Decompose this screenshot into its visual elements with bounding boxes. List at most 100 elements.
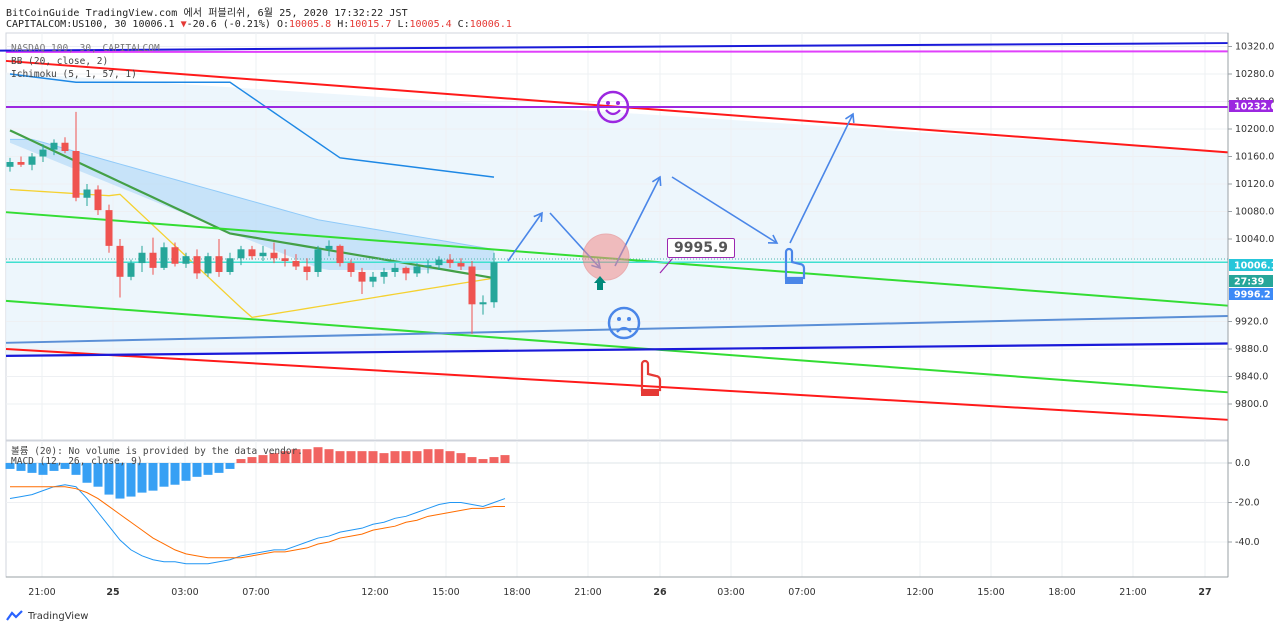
publish-info: BitCoinGuide TradingView.com 에서 퍼블리쉬, 6월… bbox=[6, 4, 408, 19]
macd-histogram-bar bbox=[423, 449, 433, 463]
face-eye bbox=[617, 317, 621, 321]
candle-body bbox=[281, 258, 289, 261]
macd-histogram-bar bbox=[302, 449, 312, 463]
time-tick-label: 18:00 bbox=[503, 587, 530, 598]
macd-line bbox=[9, 484, 506, 565]
blue-trend-line bbox=[5, 342, 1229, 357]
pointing-hand-icon-red bbox=[640, 359, 662, 396]
candle-body bbox=[446, 259, 454, 264]
candle-body bbox=[50, 142, 58, 150]
candle-body bbox=[314, 249, 322, 272]
time-tick-label: 18:00 bbox=[1048, 587, 1075, 598]
candle-body bbox=[336, 245, 344, 264]
price-tick-label: 10280.0 bbox=[1235, 69, 1274, 80]
candle-body bbox=[182, 256, 190, 264]
sad-face-icon bbox=[607, 306, 641, 340]
price-axis-label: 9996.2 bbox=[1234, 290, 1271, 301]
macd-legend[interactable]: MACD (12, 26, close, 9) bbox=[11, 456, 143, 467]
macd-histogram-bar bbox=[280, 451, 290, 463]
ichimoku-cloud bbox=[10, 139, 494, 270]
moving-average-line bbox=[9, 129, 495, 280]
candle-body bbox=[6, 162, 14, 167]
macd-histogram-bar bbox=[236, 459, 246, 463]
macd-histogram-bar bbox=[412, 451, 422, 463]
candle-body bbox=[94, 189, 102, 211]
candle-body bbox=[479, 302, 487, 305]
price-annotation-box[interactable]: 9995.9 bbox=[667, 238, 736, 258]
candle-body bbox=[303, 266, 311, 272]
candle-body bbox=[468, 266, 476, 305]
projection-arrow-head bbox=[767, 234, 779, 244]
down-arrow-icon: ▼ bbox=[180, 19, 187, 30]
candle-body bbox=[171, 247, 179, 264]
macd-histogram-bar bbox=[203, 463, 213, 475]
candle-body bbox=[424, 265, 432, 267]
publish-info-text: BitCoinGuide TradingView.com 에서 퍼블리쉬, 6월… bbox=[6, 8, 408, 19]
candle-body bbox=[292, 261, 300, 267]
price-axis-label-bg bbox=[1229, 275, 1273, 287]
candle-body bbox=[193, 256, 201, 274]
pointing-hand-icon-blue bbox=[784, 247, 806, 284]
tradingview-brand-text: TradingView bbox=[28, 610, 89, 622]
ichimoku-legend[interactable]: Ichimoku (5, 1, 57, 1) bbox=[11, 69, 137, 80]
price-tick-label: 9800.0 bbox=[1235, 399, 1268, 410]
macd-signal-line bbox=[10, 486, 505, 559]
projection-arrow-head bbox=[845, 112, 855, 124]
macd-histogram-bar bbox=[38, 463, 48, 475]
bb-legend[interactable]: BB (20, close, 2) bbox=[11, 56, 109, 67]
candle-body bbox=[28, 156, 36, 165]
projection-arrow bbox=[671, 176, 778, 244]
macd-histogram-bar bbox=[346, 451, 356, 463]
time-tick-label: 26 bbox=[653, 587, 667, 598]
projection-arrow-head bbox=[533, 211, 543, 223]
macd-histogram-bar bbox=[445, 451, 455, 463]
candle-body bbox=[83, 189, 91, 198]
macd-histogram-bar bbox=[49, 463, 59, 471]
time-tick-label: 21:00 bbox=[28, 587, 55, 598]
time-tick-label: 07:00 bbox=[242, 587, 269, 598]
open-label: O: bbox=[276, 19, 290, 30]
candle-body bbox=[17, 162, 25, 165]
macd-histogram-bar bbox=[379, 453, 389, 463]
time-tick-label: 25 bbox=[106, 587, 119, 598]
price-axis-label-bg bbox=[1229, 100, 1273, 112]
candle-body bbox=[490, 262, 498, 303]
candle-body bbox=[237, 249, 245, 259]
steel-trend-line bbox=[5, 315, 1229, 344]
macd-histogram-bar bbox=[225, 463, 235, 469]
price-axis-label-bg bbox=[1229, 288, 1273, 300]
volume-legend[interactable]: 볼륨 (20): No volume is provided by the da… bbox=[11, 446, 304, 457]
macd-histogram-bar bbox=[467, 457, 477, 463]
price-tick-label: 9920.0 bbox=[1235, 317, 1268, 328]
candle-body bbox=[204, 256, 212, 274]
macd-histogram-bar bbox=[27, 463, 37, 473]
hand-cuff bbox=[785, 278, 803, 284]
candle-body bbox=[138, 252, 146, 264]
macd-histogram-bar bbox=[5, 463, 15, 469]
macd-histogram-bar bbox=[16, 463, 26, 471]
price-axis-label-bg bbox=[1229, 259, 1273, 271]
price-tick-label: 10160.0 bbox=[1235, 152, 1274, 163]
candle-body bbox=[259, 252, 267, 257]
face-eye bbox=[616, 101, 620, 105]
time-tick-label: 21:00 bbox=[1119, 587, 1146, 598]
price-tick-label: 10040.0 bbox=[1235, 234, 1274, 245]
candle-body bbox=[270, 252, 278, 259]
macd-histogram-bar bbox=[390, 451, 400, 463]
face-mouth bbox=[605, 109, 621, 116]
macd-histogram-bar bbox=[324, 449, 334, 463]
time-tick-label: 27 bbox=[1198, 587, 1211, 598]
candle-body bbox=[391, 267, 399, 272]
macd-histogram-bar bbox=[126, 463, 136, 497]
candle-body bbox=[369, 276, 377, 282]
cloud-upper-line bbox=[10, 138, 495, 250]
channel-fill bbox=[6, 72, 1228, 356]
macd-histogram-bar bbox=[456, 453, 466, 463]
hand-outline bbox=[784, 247, 806, 280]
series-legend[interactable]: NASDAQ 100, 30, CAPITALCOM bbox=[11, 43, 160, 54]
price-axis-label: 10006.1 bbox=[1234, 261, 1277, 272]
high-label: H: bbox=[337, 19, 350, 30]
macd-pane-bg bbox=[5, 440, 1229, 578]
up-arrow-icon bbox=[594, 276, 606, 290]
